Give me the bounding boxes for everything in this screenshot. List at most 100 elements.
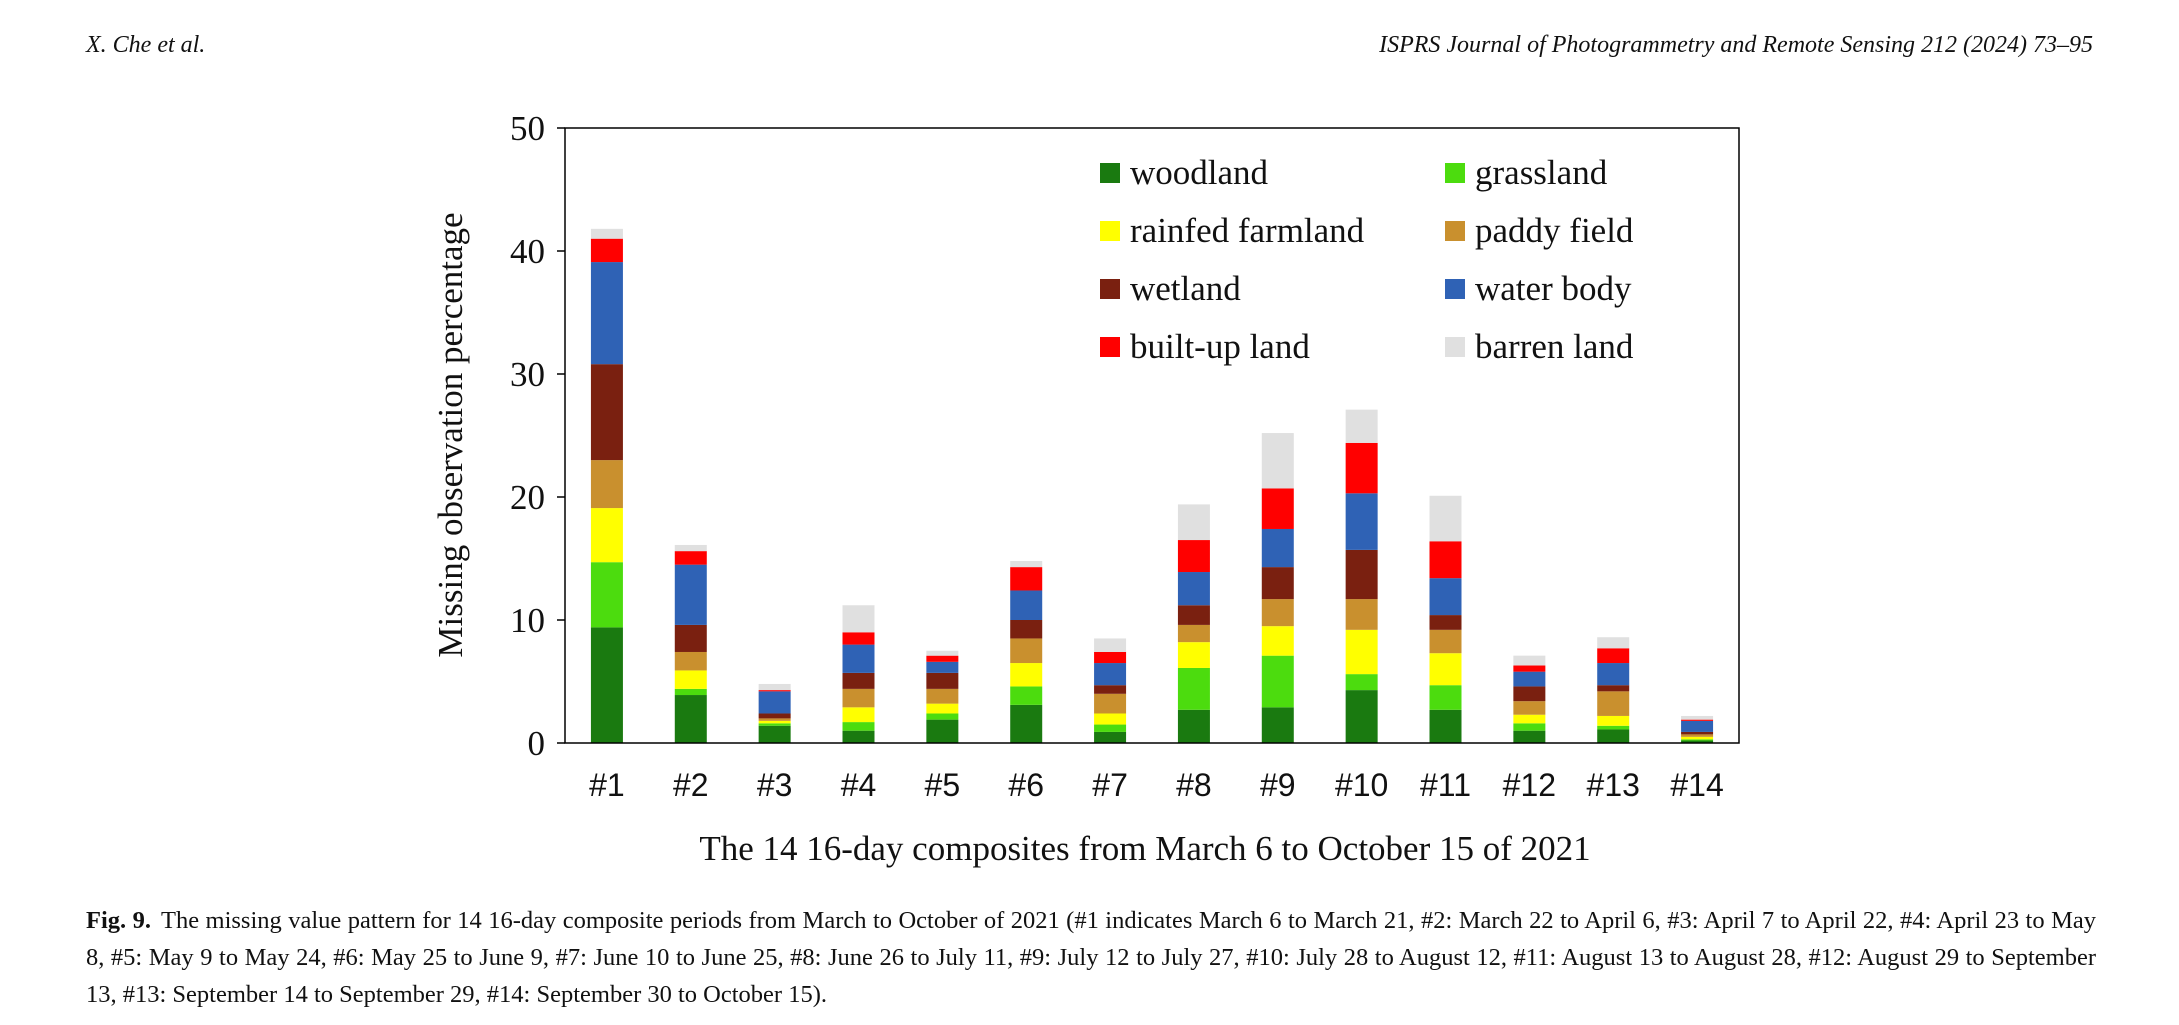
y-tick-label: 40: [510, 232, 545, 271]
bar-segment-woodland-p1: [590, 627, 623, 743]
x-tick-label: #6: [1008, 767, 1044, 803]
bar-segment-built-up-land-p11: [1429, 541, 1462, 579]
bar-segment-wetland-p8: [1177, 605, 1210, 625]
x-tick-label: #2: [673, 767, 709, 803]
bar-segment-wetland-p12: [1513, 686, 1546, 702]
bar-segment-rainfed-farmland-p7: [1094, 713, 1127, 725]
x-tick-label: #8: [1176, 767, 1212, 803]
bar-segment-barren-land-p8: [1177, 504, 1210, 541]
bar-segment-water-body-p9: [1261, 528, 1294, 568]
bar-segment-paddy-field-p4: [842, 688, 875, 708]
bar-segment-woodland-p12: [1513, 730, 1546, 743]
bar-segment-water-body-p14: [1681, 720, 1714, 732]
bar-segment-wetland-p9: [1261, 567, 1294, 600]
legend-label: grassland: [1475, 153, 1608, 192]
bar-segment-built-up-land-p7: [1094, 651, 1127, 664]
bar-segment-barren-land-p7: [1094, 638, 1127, 652]
bar-segment-wetland-p11: [1429, 615, 1462, 630]
bar-segment-paddy-field-p9: [1261, 599, 1294, 627]
x-tick-label: #11: [1420, 767, 1471, 803]
bar-segment-paddy-field-p6: [1010, 638, 1043, 664]
y-tick-label: 20: [510, 478, 545, 517]
running-head-authors: X. Che et al.: [86, 32, 206, 58]
bar-segment-woodland-p13: [1597, 729, 1630, 743]
bar-segment-wetland-p4: [842, 672, 875, 689]
x-tick-label: #4: [841, 767, 877, 803]
bar-segment-grassland-p9: [1261, 655, 1294, 708]
bar-segment-paddy-field-p8: [1177, 624, 1210, 643]
bar-segment-wetland-p10: [1345, 549, 1378, 600]
bar-segment-barren-land-p5: [926, 650, 959, 656]
bar-segment-barren-land-p1: [590, 228, 623, 239]
bar-segment-grassland-p3: [758, 723, 791, 726]
legend-swatch: [1100, 337, 1120, 357]
bar-segment-barren-land-p13: [1597, 637, 1630, 649]
bar-segment-water-body-p7: [1094, 663, 1127, 686]
legend-label: woodland: [1130, 153, 1269, 192]
x-axis-label: The 14 16-day composites from March 6 to…: [699, 829, 1590, 868]
x-tick-label: #13: [1587, 767, 1640, 803]
bar-segment-built-up-land-p3: [758, 690, 791, 692]
bar-segment-water-body-p4: [842, 644, 875, 673]
bar-segment-grassland-p12: [1513, 723, 1546, 731]
bar-segment-paddy-field-p5: [926, 688, 959, 704]
bar-segment-barren-land-p3: [758, 683, 791, 691]
bar-segment-water-body-p8: [1177, 572, 1210, 606]
bar-segment-woodland-p14: [1681, 740, 1714, 743]
bar-segment-wetland-p6: [1010, 620, 1043, 639]
bar-segment-built-up-land-p9: [1261, 488, 1294, 529]
bar-segment-paddy-field-p10: [1345, 599, 1378, 630]
bar-segment-water-body-p6: [1010, 590, 1043, 620]
bar-segment-rainfed-farmland-p1: [590, 508, 623, 563]
bar-segment-water-body-p13: [1597, 663, 1630, 686]
legend-swatch: [1100, 279, 1120, 299]
bar-segment-grassland-p14: [1681, 739, 1714, 741]
bar-segment-paddy-field-p12: [1513, 701, 1546, 715]
bar-segment-rainfed-farmland-p3: [758, 720, 791, 724]
bar-segment-woodland-p10: [1345, 690, 1378, 743]
bar-segment-woodland-p2: [674, 695, 707, 743]
bar-segment-water-body-p1: [590, 262, 623, 365]
bar-segment-grassland-p8: [1177, 667, 1210, 710]
bar-segment-grassland-p10: [1345, 674, 1378, 691]
x-tick-label: #10: [1335, 767, 1388, 803]
x-tick-label: #1: [589, 767, 625, 803]
bar-segment-wetland-p7: [1094, 685, 1127, 694]
bar-segment-barren-land-p14: [1681, 715, 1714, 720]
bar-segment-rainfed-farmland-p4: [842, 707, 875, 723]
bar-segment-built-up-land-p13: [1597, 648, 1630, 664]
legend-swatch: [1100, 221, 1120, 241]
bar-segment-rainfed-farmland-p8: [1177, 642, 1210, 668]
bar-segment-rainfed-farmland-p11: [1429, 653, 1462, 686]
bar-segment-built-up-land-p14: [1681, 719, 1714, 721]
bar-segment-water-body-p10: [1345, 493, 1378, 550]
bar-segment-paddy-field-p11: [1429, 629, 1462, 654]
y-tick-label: 0: [528, 724, 546, 763]
bar-segment-grassland-p4: [842, 722, 875, 731]
bar-segment-built-up-land-p6: [1010, 567, 1043, 591]
bar-segment-wetland-p1: [590, 364, 623, 461]
bar-segment-barren-land-p6: [1010, 560, 1043, 568]
bar-segment-grassland-p11: [1429, 685, 1462, 710]
legend: woodland grassland rainfed farmland paddy f…: [1100, 153, 1634, 366]
legend-label: barren land: [1475, 327, 1634, 366]
y-axis-label: Missing observation percentage: [431, 212, 470, 657]
legend-label: water body: [1475, 269, 1632, 308]
legend-swatch: [1445, 279, 1465, 299]
bar-segment-woodland-p5: [926, 719, 959, 743]
x-tick-label: #5: [925, 767, 961, 803]
bar-segment-rainfed-farmland-p14: [1681, 736, 1714, 740]
bar-segment-barren-land-p12: [1513, 655, 1546, 666]
bar-segment-barren-land-p4: [842, 605, 875, 633]
legend-swatch: [1445, 337, 1465, 357]
legend-swatch: [1445, 163, 1465, 183]
x-tick-label: #3: [757, 767, 793, 803]
bar-segment-barren-land-p2: [674, 544, 707, 552]
bar-segment-built-up-land-p10: [1345, 442, 1378, 494]
bar-segment-woodland-p8: [1177, 709, 1210, 743]
bar-segment-built-up-land-p4: [842, 632, 875, 645]
x-tick-label: #12: [1503, 767, 1556, 803]
x-axis: #1 #2 #3 #4 #5 #6 #7 #8 #9 #10 #11 #12 #13 #14: [589, 767, 1724, 803]
bar-segment-rainfed-farmland-p9: [1261, 626, 1294, 656]
